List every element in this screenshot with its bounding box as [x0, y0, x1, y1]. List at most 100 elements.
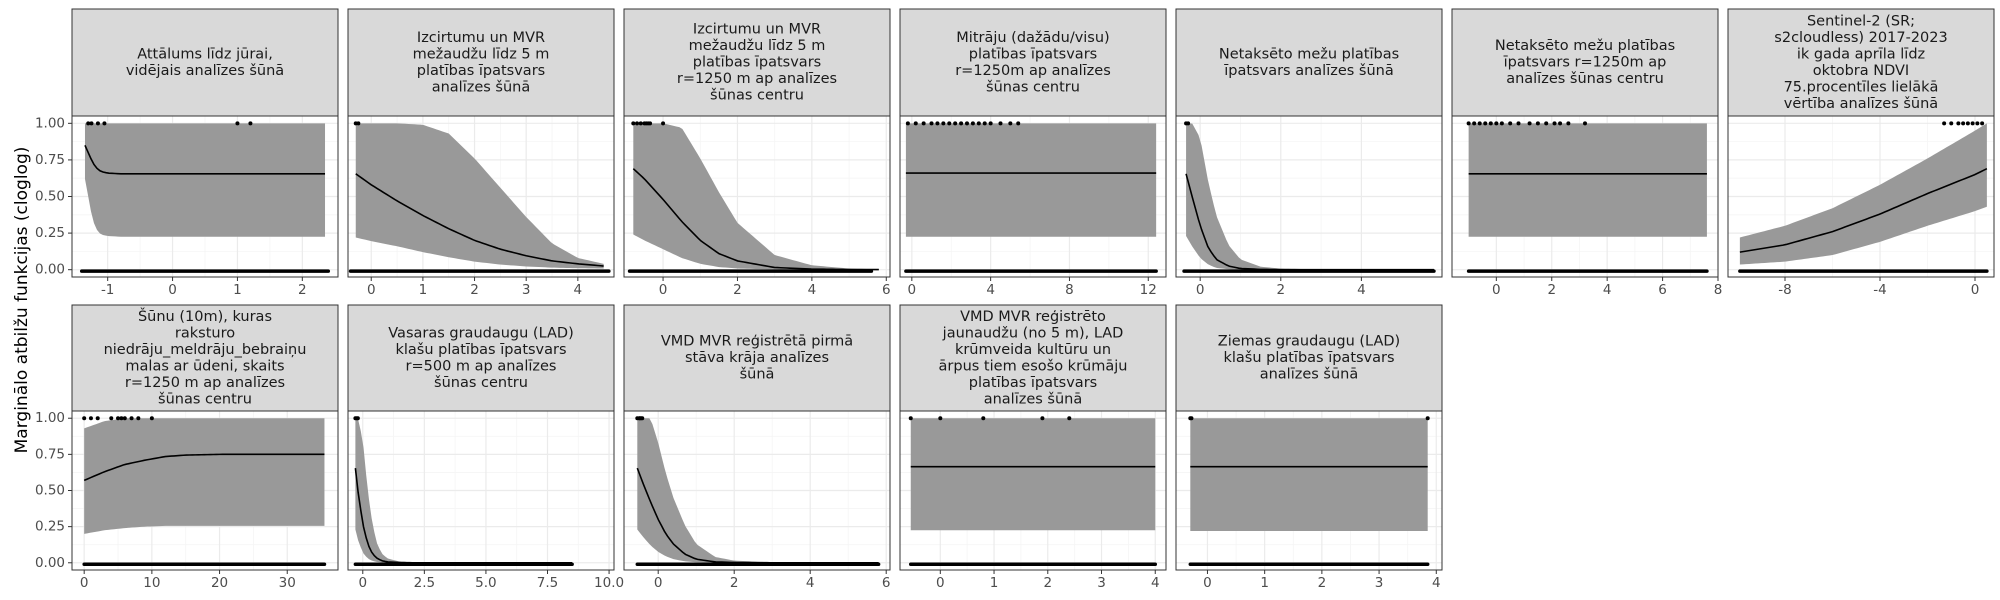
x-tick-label: 0 — [1971, 282, 1980, 298]
panel-border — [1451, 115, 1719, 278]
y-tick-label: 0.75 — [35, 152, 65, 168]
confidence-ribbon — [1186, 123, 1434, 270]
presence-point — [122, 416, 127, 421]
presence-point — [355, 416, 360, 421]
y-tick-label: 0.25 — [35, 225, 65, 241]
facet-strip — [899, 304, 1167, 412]
presence-point — [1008, 121, 1013, 126]
presence-point — [1544, 121, 1549, 126]
presence-point — [1016, 121, 1021, 126]
presence-point — [136, 416, 141, 421]
presence-point — [82, 416, 87, 421]
facet-strip — [1175, 8, 1443, 117]
response-curve — [84, 144, 326, 175]
confidence-ribbon — [633, 123, 879, 270]
facet-title: Šūnu (10m), kuras raksturo niedrāju_meldrā… — [104, 307, 307, 408]
x-tick-label: 0 — [654, 575, 663, 591]
presence-point — [1516, 121, 1521, 126]
facet-title: Sentinel-2 (SR; s2cloudless) 2017-2023 ik … — [1774, 13, 1947, 112]
presence-point — [905, 121, 910, 126]
x-tick-label: -1 — [101, 282, 114, 298]
x-tick-label: 8 — [1714, 282, 1723, 298]
presence-point — [116, 416, 121, 421]
presence-point — [1949, 121, 1954, 126]
x-tick-label: 0 — [1196, 282, 1205, 298]
presence-point — [638, 121, 643, 126]
x-tick-label: 2 — [730, 575, 739, 591]
facet-title: Netaksēto mežu platības īpatsvars analīze… — [1219, 46, 1399, 79]
facet-panel: Vasaras graudaugu (LAD) klašu platības īp… — [347, 304, 624, 591]
presence-point — [1189, 416, 1194, 421]
presence-point — [1583, 121, 1587, 126]
facet-title: VMD MVR reģistrēto jaunaudžu (no 5 m), LA… — [939, 309, 1128, 408]
presence-point — [631, 121, 636, 126]
y-tick-label: 0.00 — [35, 262, 65, 278]
panel-border — [623, 410, 891, 571]
presence-point — [941, 121, 946, 126]
x-tick-label: 6 — [1658, 282, 1667, 298]
response-curve — [83, 453, 325, 482]
facet-strip — [347, 8, 615, 117]
x-tick-label: 4 — [1357, 282, 1366, 298]
facet-strip — [1175, 304, 1443, 412]
facet-strip — [623, 304, 891, 412]
x-tick-label: 0 — [1492, 282, 1501, 298]
presence-point — [913, 121, 918, 126]
facet-panel: Izcirtumu un MVR mežaudžu līdz 5 m platība… — [623, 8, 891, 298]
presence-point — [648, 121, 653, 126]
response-curve — [1739, 167, 1988, 253]
presence-point — [1040, 416, 1045, 421]
presence-point — [109, 416, 114, 421]
presence-point — [235, 121, 240, 126]
panel-border — [1175, 115, 1443, 278]
facet-title: Izcirtumu un MVR mežaudžu līdz 5 m platība… — [677, 22, 837, 104]
x-tick-label: 0 — [168, 282, 177, 298]
response-curve — [355, 173, 604, 267]
panel-border — [1727, 115, 1995, 278]
x-tick-label: 6 — [882, 575, 891, 591]
presence-point — [970, 121, 975, 126]
y-tick-label: 0.75 — [35, 446, 65, 462]
x-tick-label: 5.0 — [475, 575, 496, 591]
presence-point — [356, 121, 361, 126]
facet-panel: Netaksēto mežu platības īpatsvars r=1250m… — [1451, 8, 1723, 298]
x-tick-label: 4 — [808, 282, 817, 298]
x-tick-label: 30 — [279, 575, 296, 591]
presence-point — [1472, 121, 1477, 126]
x-tick-label: 7.5 — [537, 575, 558, 591]
presence-point — [929, 121, 934, 126]
confidence-ribbon — [355, 418, 573, 563]
x-tick-label: 0 — [80, 575, 89, 591]
presence-point — [1488, 121, 1493, 126]
x-tick-label: 0 — [358, 575, 367, 591]
facet-panel: Mitrāju (dažādu/visu) platības īpatsvars r… — [899, 8, 1167, 298]
x-tick-label: 0 — [367, 282, 376, 298]
presence-point — [1552, 121, 1557, 126]
facet-title: Netaksēto mežu platības īpatsvars r=1250m… — [1495, 38, 1675, 87]
x-tick-label: 4 — [574, 282, 583, 298]
x-tick-label: 2 — [470, 282, 479, 298]
presence-point — [938, 416, 943, 421]
presence-point — [1942, 121, 1947, 126]
facet-strip — [1451, 8, 1719, 117]
x-tick-label: 3 — [522, 282, 531, 298]
presence-point — [1527, 121, 1532, 126]
confidence-ribbon — [637, 418, 879, 563]
presence-point — [1956, 121, 1961, 126]
x-tick-label: 2 — [1043, 575, 1052, 591]
facet-strip — [623, 8, 891, 117]
facet-strip — [1727, 8, 1995, 117]
presence-point — [1980, 121, 1985, 126]
x-tick-label: 20 — [211, 575, 228, 591]
facet-strip — [899, 8, 1167, 117]
x-tick-label: 4 — [1151, 575, 1160, 591]
confidence-ribbon — [1190, 418, 1428, 531]
x-tick-label: 0 — [936, 575, 945, 591]
x-tick-label: 1 — [233, 282, 242, 298]
presence-point — [908, 416, 913, 421]
x-tick-label: 3 — [1097, 575, 1106, 591]
facet-panel: Netaksēto mežu platības īpatsvars analīze… — [1175, 8, 1443, 298]
facet-panel: Šūnu (10m), kuras raksturo niedrāju_meldrā… — [35, 304, 339, 591]
x-tick-label: 2 — [1547, 282, 1556, 298]
